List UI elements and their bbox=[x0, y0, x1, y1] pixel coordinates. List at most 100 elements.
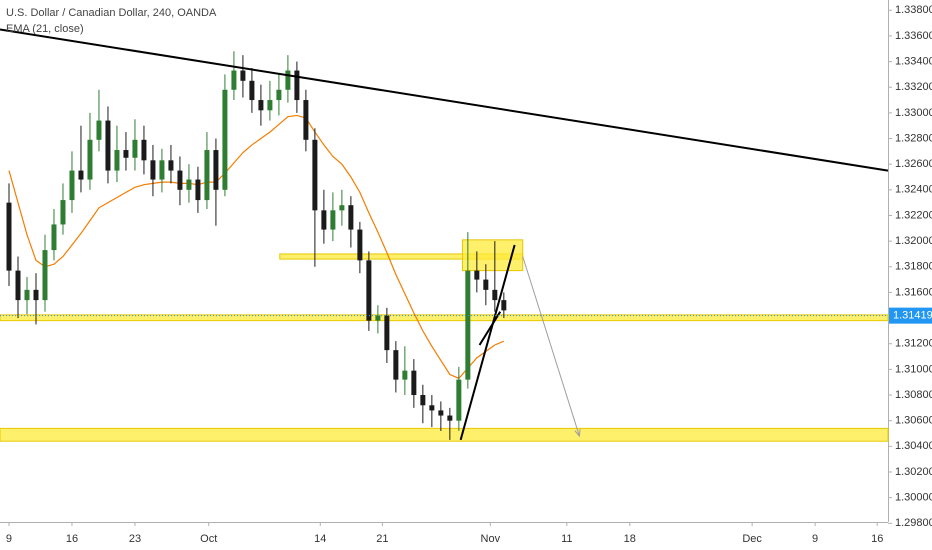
x-tick-label: 16 bbox=[66, 533, 78, 545]
y-tick-label: 1.30600 bbox=[895, 415, 932, 427]
candle-body bbox=[294, 70, 300, 101]
ema-line bbox=[8, 114, 505, 380]
projection-arrow bbox=[522, 256, 580, 437]
candle-body bbox=[411, 370, 417, 396]
y-tick-label: 1.31800 bbox=[895, 261, 932, 273]
candle-body bbox=[51, 224, 57, 251]
candle-body bbox=[456, 379, 462, 421]
candle-body bbox=[348, 205, 354, 230]
candle-body bbox=[357, 229, 363, 261]
candle-body bbox=[474, 270, 480, 280]
candle-body bbox=[375, 315, 381, 321]
last-price-label: 1.31419 bbox=[893, 310, 932, 322]
candle-body bbox=[420, 395, 426, 406]
y-tick-label: 1.33400 bbox=[895, 55, 932, 67]
candle-body bbox=[78, 170, 84, 180]
candle-body bbox=[240, 70, 246, 81]
candle-body bbox=[24, 289, 30, 301]
candle-body bbox=[186, 179, 192, 190]
candle-body bbox=[114, 150, 120, 171]
zone bbox=[461, 239, 524, 272]
x-tick-label: 9 bbox=[6, 533, 12, 545]
x-tick-label: 9 bbox=[812, 533, 818, 545]
y-tick-label: 1.31000 bbox=[895, 363, 932, 375]
candle-body bbox=[96, 120, 102, 140]
candle-body bbox=[402, 370, 408, 380]
candle-body bbox=[132, 139, 138, 158]
y-tick-label: 1.31200 bbox=[895, 338, 932, 350]
candle-body bbox=[15, 270, 21, 301]
candle-body bbox=[465, 270, 471, 380]
x-tick-label: Oct bbox=[200, 533, 217, 545]
last-price-box bbox=[889, 307, 932, 324]
x-tick-label: Nov bbox=[481, 533, 501, 545]
candle-body bbox=[105, 120, 111, 171]
candle-body bbox=[123, 150, 129, 158]
trendline bbox=[459, 244, 516, 441]
candle-body bbox=[393, 350, 399, 380]
x-tick-label: 14 bbox=[314, 533, 326, 545]
candle-body bbox=[303, 100, 309, 140]
y-tick-label: 1.29800 bbox=[895, 517, 932, 529]
candle-body bbox=[204, 150, 210, 201]
candle-body bbox=[213, 150, 219, 190]
plot-area bbox=[0, 28, 889, 442]
candle-body bbox=[60, 200, 66, 225]
candle-body bbox=[330, 210, 336, 230]
symbol-title: U.S. Dollar / Canadian Dollar, 240, OAND… bbox=[6, 7, 217, 19]
x-tick-label: 21 bbox=[376, 533, 388, 545]
y-tick-label: 1.30400 bbox=[895, 440, 932, 452]
y-tick-label: 1.32000 bbox=[895, 235, 932, 247]
candle-body bbox=[447, 415, 453, 421]
candle-body bbox=[231, 70, 237, 90]
x-tick-label: 16 bbox=[871, 533, 883, 545]
candle-body bbox=[366, 260, 372, 321]
y-tick-label: 1.30800 bbox=[895, 389, 932, 401]
y-tick-label: 1.32400 bbox=[895, 184, 932, 196]
candle-body bbox=[267, 100, 273, 111]
zone bbox=[0, 427, 889, 442]
y-tick-label: 1.33600 bbox=[895, 30, 932, 42]
candle-body bbox=[276, 89, 282, 101]
y-tick-label: 1.32200 bbox=[895, 209, 932, 221]
candle-body bbox=[258, 100, 264, 111]
trendline bbox=[0, 28, 889, 172]
y-tick-label: 1.30200 bbox=[895, 466, 932, 478]
y-tick-label: 1.33200 bbox=[895, 81, 932, 93]
candle-body bbox=[312, 139, 318, 211]
x-tick-label: 23 bbox=[129, 533, 141, 545]
candle-body bbox=[222, 89, 228, 190]
candle-body bbox=[177, 170, 183, 190]
y-tick-label: 1.33800 bbox=[895, 4, 932, 16]
candle-body bbox=[501, 300, 507, 311]
candle-body bbox=[384, 315, 390, 351]
indicator-label: EMA (21, close) bbox=[6, 23, 84, 35]
candle-body bbox=[159, 160, 165, 180]
trendline bbox=[478, 311, 502, 346]
y-tick-label: 1.33000 bbox=[895, 107, 932, 119]
candle-body bbox=[69, 170, 75, 201]
candle-body bbox=[438, 410, 444, 416]
y-tick-label: 1.30000 bbox=[895, 492, 932, 504]
candle-body bbox=[42, 250, 48, 301]
candle-body bbox=[6, 202, 12, 271]
x-tick-label: Dec bbox=[742, 533, 762, 545]
x-tick-label: 11 bbox=[561, 533, 572, 545]
candle-body bbox=[141, 139, 147, 161]
candle-body bbox=[33, 289, 39, 301]
arrow-head bbox=[574, 429, 581, 438]
candle-body bbox=[87, 139, 93, 180]
x-tick-label: 18 bbox=[624, 533, 636, 545]
candle-body bbox=[339, 205, 345, 211]
y-tick-label: 1.31600 bbox=[895, 286, 932, 298]
candle-body bbox=[321, 210, 327, 230]
y-tick-label: 1.32600 bbox=[895, 158, 932, 170]
candle-body bbox=[285, 70, 291, 90]
candle-body bbox=[429, 405, 435, 411]
candle-body bbox=[492, 289, 498, 301]
y-tick-label: 1.32800 bbox=[895, 132, 932, 144]
candle-body bbox=[168, 160, 174, 171]
candle-body bbox=[483, 279, 489, 290]
candle-body bbox=[249, 80, 255, 101]
